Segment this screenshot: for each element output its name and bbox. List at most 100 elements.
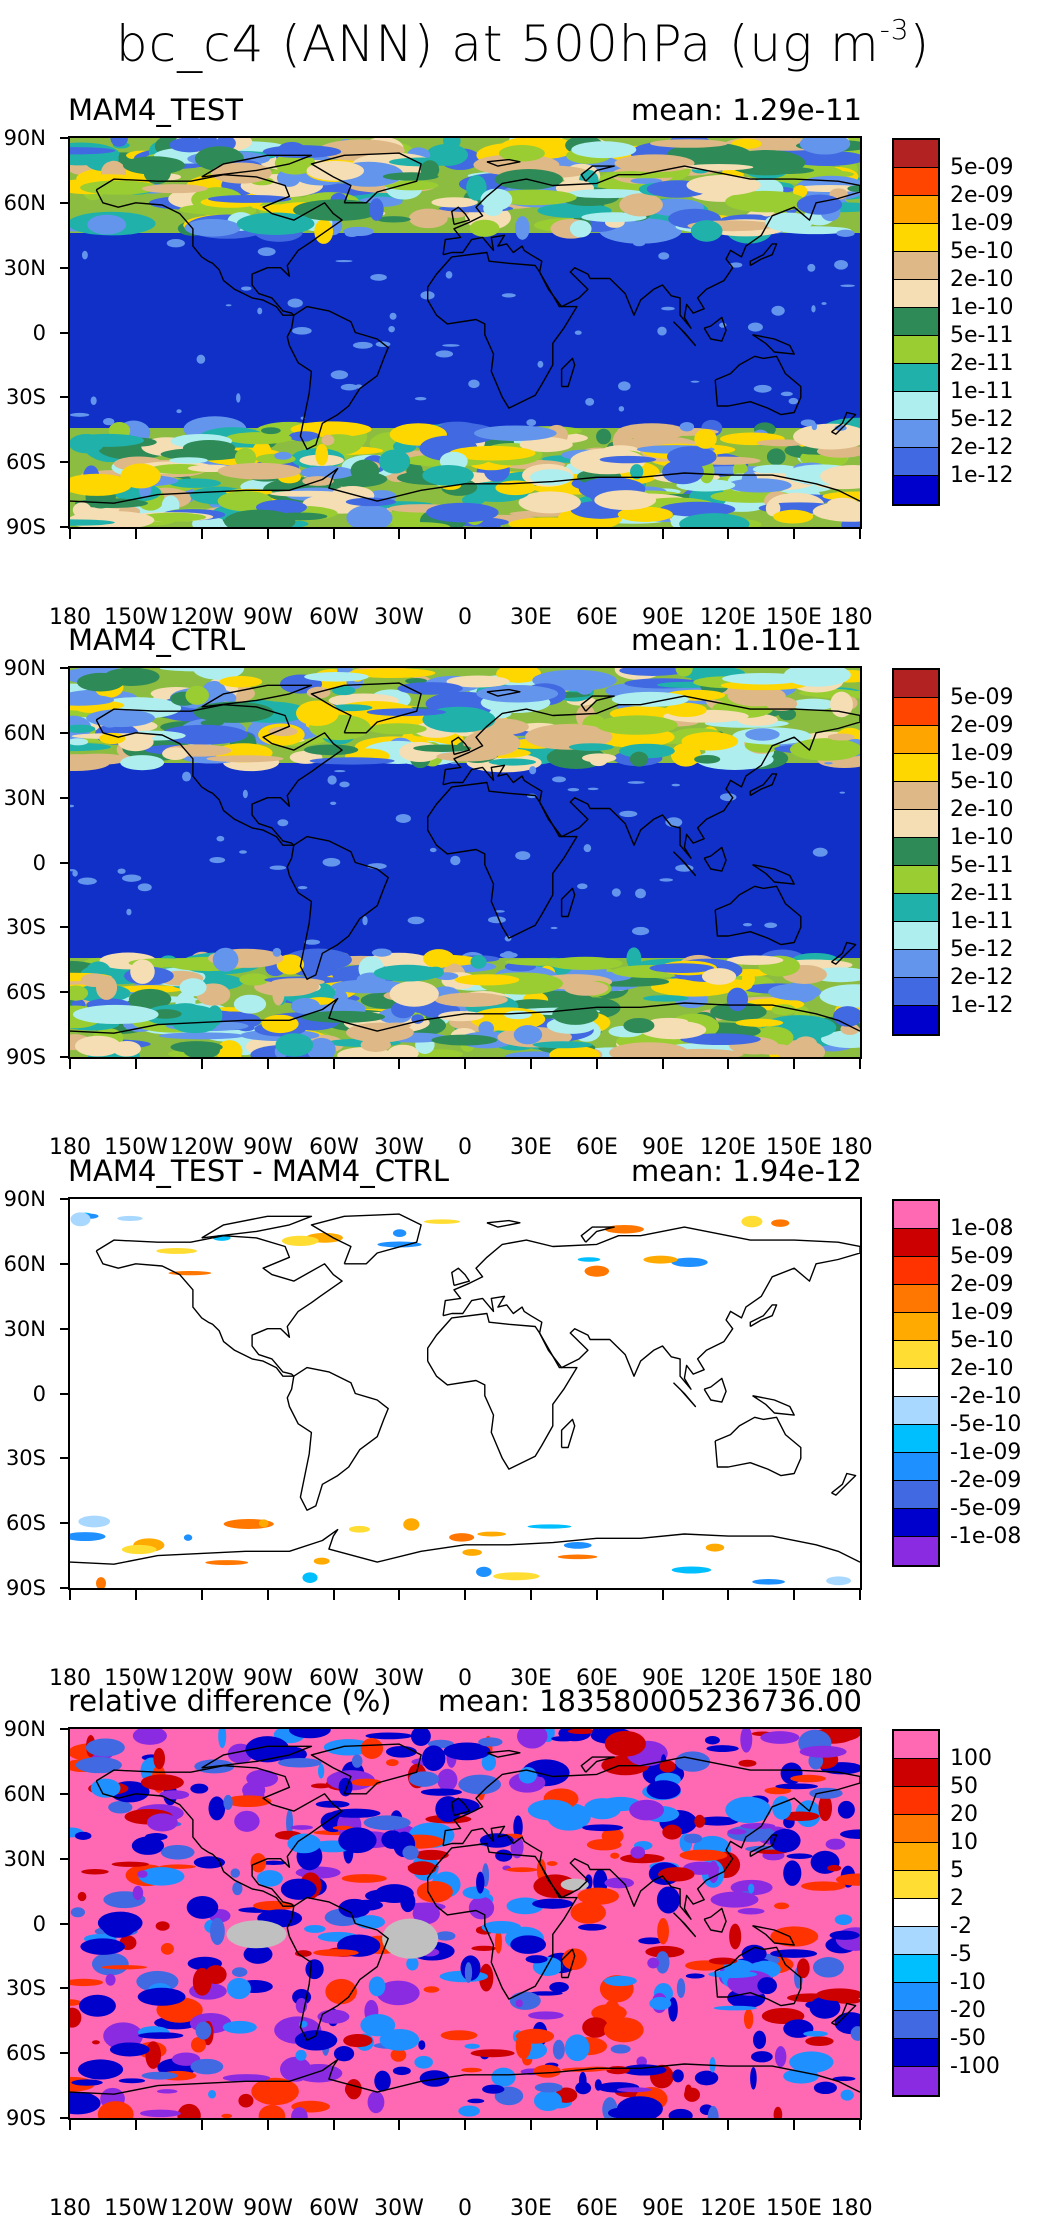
lon-tick-mark xyxy=(333,1059,335,1069)
lon-tick-label: 180 xyxy=(830,1666,873,1691)
lon-tick-mark xyxy=(267,529,269,539)
colorbar-label: 1e-09 xyxy=(950,211,1014,236)
lon-tick-label: 0 xyxy=(458,1135,472,1160)
colorbar-swatch xyxy=(894,1201,938,1229)
lat-tick-label: 0 xyxy=(32,1381,46,1406)
lon-tick-label: 0 xyxy=(458,605,472,630)
lon-tick-mark xyxy=(135,1059,137,1069)
lon-tick-label: 120E xyxy=(700,1666,756,1691)
lon-tick-mark xyxy=(69,529,71,539)
colorbar-swatch xyxy=(894,1425,938,1453)
lon-tick-label: 30W xyxy=(374,2196,424,2221)
colorbar-label: 5e-11 xyxy=(950,853,1014,878)
lon-tick-mark xyxy=(530,2120,532,2130)
colorbar-swatch xyxy=(894,2011,938,2039)
colorbar-swatch xyxy=(894,1843,938,1871)
colorbar-swatch xyxy=(894,698,938,726)
lat-tick-label: 30N xyxy=(3,256,46,280)
colorbar xyxy=(892,1729,940,2097)
colorbar-swatch xyxy=(894,922,938,950)
lon-tick-label: 150W xyxy=(104,605,168,630)
colorbar-swatch xyxy=(894,420,938,448)
colorbar-swatch xyxy=(894,140,938,168)
panel-title: MAM4_TEST - MAM4_CTRL xyxy=(68,1154,449,1188)
lon-tick-label: 30W xyxy=(374,1666,424,1691)
map-plot xyxy=(68,136,862,529)
figure-title-text: bc_c4 (ANN) at 500hPa (ug m xyxy=(115,15,880,73)
lon-tick-mark xyxy=(662,1059,664,1069)
colorbar-label: -50 xyxy=(950,2026,986,2051)
colorbar-label: 5e-12 xyxy=(950,407,1014,432)
panel-mean: mean: 183580005236736.00 xyxy=(437,1684,862,1718)
colorbar-label: -5 xyxy=(950,1942,972,1967)
colorbar-label: -5e-09 xyxy=(950,1496,1022,1521)
lat-tick-label: 30S xyxy=(5,1976,46,2000)
colorbar-swatch xyxy=(894,308,938,336)
colorbar-swatch xyxy=(894,1341,938,1369)
colorbar-swatch xyxy=(894,1955,938,1983)
lat-tick-mark xyxy=(60,1793,70,1795)
lon-tick-mark xyxy=(398,2120,400,2130)
colorbar-swatch xyxy=(894,1285,938,1313)
lat-tick-mark xyxy=(60,396,70,398)
colorbar-label: 2e-09 xyxy=(950,183,1014,208)
map-field xyxy=(70,1729,860,2118)
colorbar-label: 10 xyxy=(950,1830,978,1855)
lon-tick-label: 90E xyxy=(642,1135,684,1160)
lat-tick-label: 0 xyxy=(32,1911,46,1936)
lon-tick-mark xyxy=(662,2120,664,2130)
colorbar-swatch xyxy=(894,1871,938,1899)
lon-tick-mark xyxy=(398,529,400,539)
colorbar-swatch xyxy=(894,838,938,866)
lon-tick-label: 90E xyxy=(642,2196,684,2221)
colorbar-label: 1e-10 xyxy=(950,825,1014,850)
lat-tick-mark xyxy=(60,1392,70,1395)
colorbar-swatch xyxy=(894,1983,938,2011)
panel-title: relative difference (%) xyxy=(68,1684,392,1718)
colorbar-label: -10 xyxy=(950,1970,986,1995)
lon-tick-mark xyxy=(662,529,664,539)
colorbar-label: 1e-11 xyxy=(950,909,1014,934)
colorbar xyxy=(892,1199,940,1567)
lon-tick-label: 60E xyxy=(576,1666,618,1691)
panel-mean: mean: 1.10e-11 xyxy=(630,623,862,657)
colorbar-swatch xyxy=(894,810,938,838)
lon-tick-mark xyxy=(662,1590,664,1600)
lat-tick-mark xyxy=(60,1987,70,1989)
colorbar-swatch xyxy=(894,364,938,392)
lon-tick-label: 90E xyxy=(642,605,684,630)
lat-tick-label: 90N xyxy=(3,1717,46,1741)
lon-tick-label: 150E xyxy=(766,605,822,630)
lon-tick-mark xyxy=(69,1590,71,1600)
colorbar-swatch xyxy=(894,1257,938,1285)
lon-tick-mark xyxy=(267,1059,269,1069)
lat-tick-label: 90S xyxy=(5,515,46,539)
map-field xyxy=(70,668,860,1057)
map-panel-2: MAM4_CTRL mean: 1.10e-11 90N 60N 30N 0 30S 60S 9… xyxy=(0,622,1046,1160)
colorbar xyxy=(892,138,940,506)
colorbar-label: 2e-10 xyxy=(950,267,1014,292)
lon-tick-label: 30W xyxy=(374,1135,424,1160)
colorbar-label: 2e-09 xyxy=(950,1272,1014,1297)
lat-tick-mark xyxy=(60,1922,70,1925)
lon-tick-label: 90W xyxy=(243,1666,293,1691)
colorbar-swatch xyxy=(894,1787,938,1815)
lon-tick-label: 120E xyxy=(700,2196,756,2221)
colorbar-swatch xyxy=(894,1927,938,1955)
colorbar-label: 100 xyxy=(950,1746,992,1771)
lat-tick-label: 60S xyxy=(5,2041,46,2065)
colorbar-label: 5e-09 xyxy=(950,685,1014,710)
lat-tick-label: 0 xyxy=(32,320,46,345)
panel-mean: mean: 1.94e-12 xyxy=(630,1154,862,1188)
lat-tick-mark xyxy=(60,2117,70,2119)
lon-tick-label: 120W xyxy=(170,2196,234,2221)
colorbar-swatch xyxy=(894,1006,938,1034)
lat-tick-label: 30N xyxy=(3,1317,46,1341)
lat-tick-mark xyxy=(60,667,70,669)
lon-tick-label: 120W xyxy=(170,605,234,630)
colorbar-label: 1e-10 xyxy=(950,295,1014,320)
lon-tick-mark xyxy=(596,529,598,539)
lon-tick-label: 0 xyxy=(458,1666,472,1691)
colorbar-label: 1e-09 xyxy=(950,741,1014,766)
colorbar-label: 2e-12 xyxy=(950,435,1014,460)
